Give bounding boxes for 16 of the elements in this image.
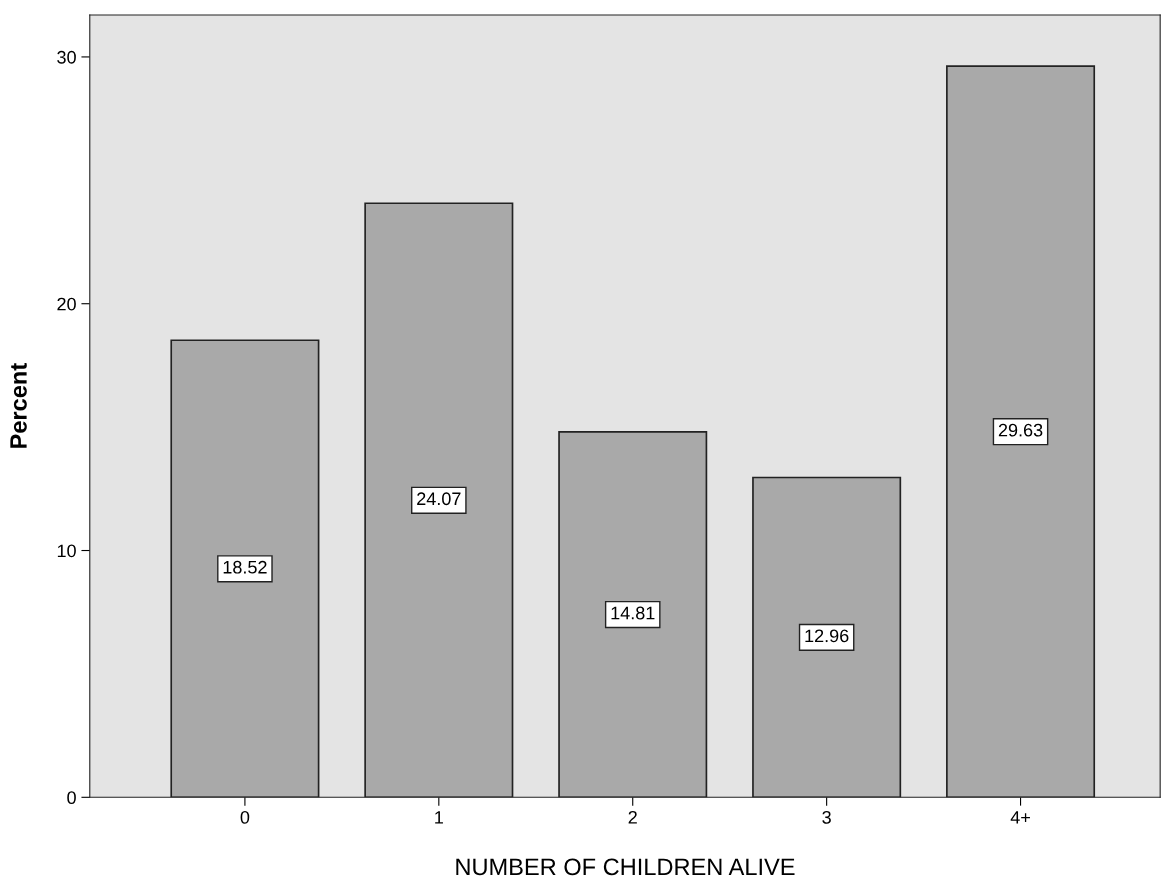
data-label: 24.07 — [417, 492, 461, 506]
x-tick-label: 3 — [822, 810, 831, 824]
y-tick-label: 30 — [57, 50, 76, 64]
x-tick-label: 4+ — [1010, 811, 1030, 824]
x-tick-label: 2 — [628, 810, 637, 824]
y-tick-label: 0 — [67, 791, 76, 805]
y-tick-label: 10 — [57, 544, 76, 558]
y-axis-title: Percent — [10, 363, 27, 448]
x-axis-title: NUMBER OF CHILDREN ALIVE — [456, 858, 795, 876]
data-label: 14.81 — [611, 606, 655, 620]
data-label: 18.52 — [223, 560, 267, 574]
y-tick-label: 20 — [57, 297, 76, 311]
x-tick-label: 0 — [240, 810, 250, 824]
data-label: 29.63 — [998, 423, 1043, 437]
data-label: 12.96 — [805, 629, 849, 643]
x-tick-label: 1 — [435, 811, 443, 824]
